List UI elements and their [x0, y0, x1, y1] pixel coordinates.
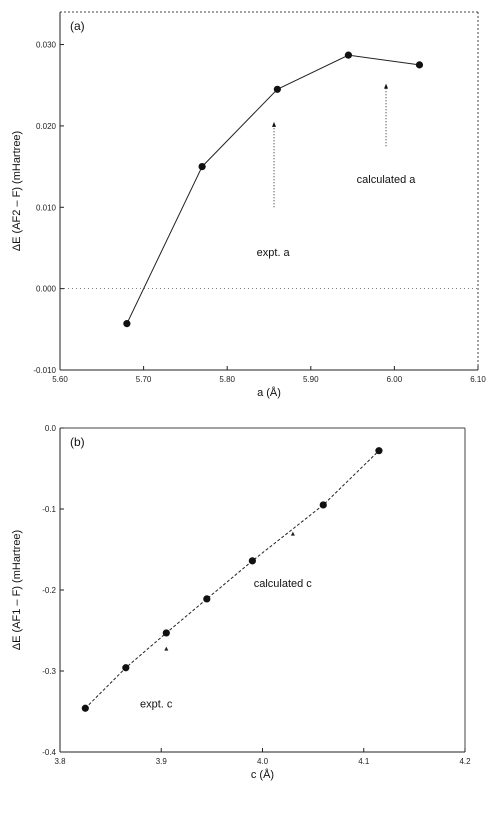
y-axis-label: ΔE (AF1 – F) (mHartree) — [11, 530, 23, 650]
x-tick-label: 6.10 — [470, 375, 486, 384]
x-tick-label: 5.60 — [52, 375, 68, 384]
y-tick-label: -0.010 — [33, 366, 56, 375]
x-tick-label: 4.0 — [257, 757, 269, 766]
data-point — [123, 320, 131, 328]
data-point — [273, 85, 281, 93]
y-tick-label: 0.020 — [36, 122, 57, 131]
y-tick-label: 0.030 — [36, 41, 57, 50]
annotation-label: expt. c — [140, 698, 173, 710]
series-line — [126, 54, 420, 324]
y-tick-label: -0.4 — [42, 748, 56, 757]
x-tick-label: 5.90 — [303, 375, 319, 384]
chart-panel-b: 3.8 3.9 4.0 4.1 4.2 -0.4 -0.3 -0.2 -0.1 0.0 c (Å) Δ… — [11, 424, 471, 781]
chart-panel-a: 5.60 5.70 5.80 5.90 6.00 6.10 -0.010 0.000 0.010… — [11, 11, 486, 399]
series-line — [84, 450, 380, 709]
data-point — [198, 162, 206, 171]
annotation-label: calculated a — [357, 174, 417, 186]
data-point — [319, 501, 327, 509]
x-tick-label: 3.9 — [156, 757, 168, 766]
y-tick-label: 0.0 — [45, 424, 57, 433]
y-tick-label: -0.3 — [42, 667, 56, 676]
annotation-arrowhead — [384, 83, 389, 89]
annotation-label: expt. a — [257, 247, 291, 259]
y-tick-label: -0.2 — [42, 586, 56, 595]
x-tick-label: 4.2 — [459, 757, 471, 766]
panel-label: (b) — [70, 435, 85, 449]
x-axis-label: a (Å) — [257, 386, 281, 399]
x-tick-label: 3.8 — [54, 757, 66, 766]
data-point — [81, 704, 89, 712]
panel-label: (a) — [70, 19, 85, 33]
data-point — [203, 595, 211, 603]
y-axis-label: ΔE (AF2 – F) (mHartree) — [11, 131, 23, 251]
x-tick-label: 4.1 — [358, 757, 370, 766]
triangle-marker — [164, 646, 169, 651]
y-tick-label: 0.000 — [36, 285, 57, 294]
y-tick-label: -0.1 — [42, 505, 56, 514]
data-point — [248, 557, 256, 565]
y-tick-label: 0.010 — [36, 203, 57, 212]
annotation-label: calculated c — [254, 578, 313, 590]
data-point — [162, 629, 170, 637]
x-tick-label: 5.80 — [219, 375, 235, 384]
annotation-arrowhead — [272, 121, 277, 127]
data-point — [375, 447, 383, 455]
data-point — [344, 51, 353, 59]
x-axis-label: c (Å) — [251, 768, 274, 781]
x-tick-label: 6.00 — [387, 375, 403, 384]
triangle-marker — [290, 531, 295, 536]
x-tick-label: 5.70 — [136, 375, 152, 384]
data-point — [415, 61, 424, 69]
data-point — [122, 664, 130, 672]
